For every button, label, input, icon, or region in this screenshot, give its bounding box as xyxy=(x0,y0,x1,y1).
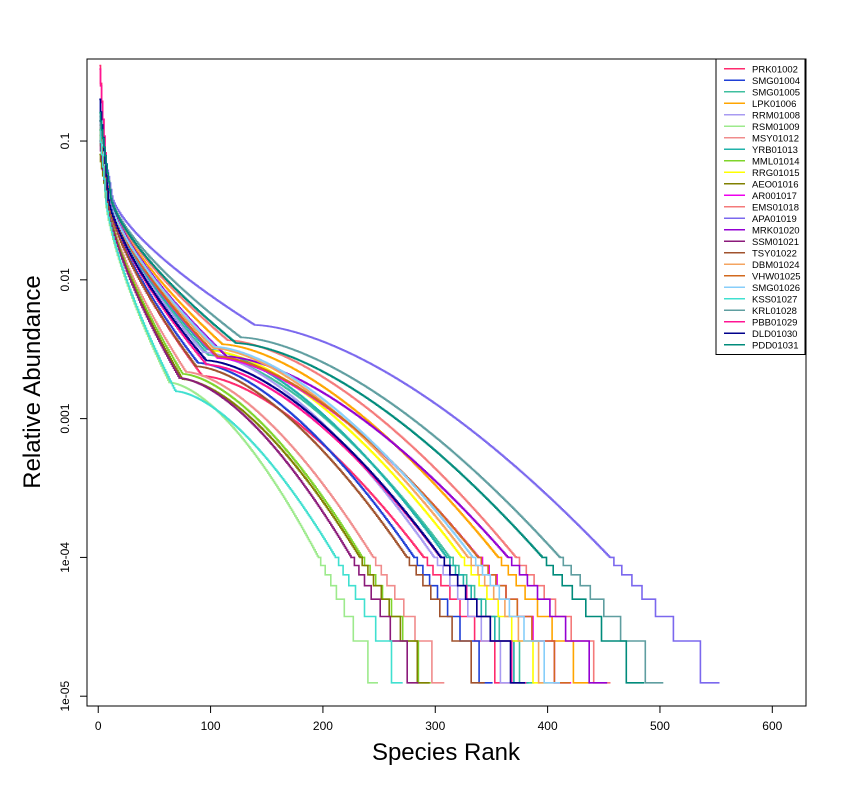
x-tick-label: 600 xyxy=(762,719,782,733)
x-tick-label: 0 xyxy=(95,719,102,733)
series-line-pbb01029 xyxy=(99,68,527,684)
legend-label: EMS01018 xyxy=(752,202,799,213)
x-tick-label: 200 xyxy=(313,719,333,733)
y-tick-label: 0.01 xyxy=(58,268,72,292)
series-line-ems01018 xyxy=(99,120,611,684)
series-line-krl01028 xyxy=(99,120,664,684)
legend-label: KSS01027 xyxy=(752,294,797,305)
y-axis: 1e-05 1e-04 0.001 0.01 0.1 xyxy=(58,132,87,712)
legend-label: APA01019 xyxy=(752,214,797,225)
series-line-tsy01022 xyxy=(99,129,485,684)
legend-label: DLD01030 xyxy=(752,329,797,340)
series-line-mml01014 xyxy=(99,134,431,684)
x-tick-label: 300 xyxy=(425,719,445,733)
x-axis-title: Species Rank xyxy=(372,739,521,766)
series-line-dld01030 xyxy=(99,98,526,684)
legend-label: RRM01008 xyxy=(752,110,800,121)
series-line-kss01027 xyxy=(99,129,403,684)
series-line-dbm01024 xyxy=(99,124,555,684)
legend-label: KRL01028 xyxy=(752,306,797,317)
legend-label: RSM01009 xyxy=(752,122,800,133)
legend-label: AR001017 xyxy=(752,191,797,202)
legend-label: SMG01004 xyxy=(752,76,800,87)
legend-label: TSY01022 xyxy=(752,248,797,259)
series-line-pdd01031 xyxy=(99,111,645,684)
series-line-mrk01020 xyxy=(99,120,608,684)
y-axis-title: Relative Abundance xyxy=(19,275,46,489)
series-line-lpk01006 xyxy=(99,115,591,684)
legend-label: LPK01006 xyxy=(752,99,796,110)
series-layer xyxy=(99,64,720,684)
legend-label: YRB01013 xyxy=(752,145,798,156)
series-line-yrb01013 xyxy=(99,120,529,684)
legend-label: VHW01025 xyxy=(752,271,801,282)
y-tick-label: 1e-04 xyxy=(58,542,72,573)
series-line-rrm01008 xyxy=(99,120,514,684)
legend-label: PRK01002 xyxy=(752,64,798,75)
series-line-smg01026 xyxy=(99,115,560,684)
series-line-apa01019 xyxy=(99,124,720,684)
series-line-vhw01025 xyxy=(99,129,571,684)
legend-label: MML01014 xyxy=(752,156,800,167)
legend-label: SSM01021 xyxy=(752,237,799,248)
series-line-msy01012 xyxy=(99,124,445,684)
legend-label: MRK01020 xyxy=(752,225,800,236)
legend-label: AEO01016 xyxy=(752,179,798,190)
x-tick-label: 400 xyxy=(538,719,558,733)
legend: PRK01002SMG01004SMG01005LPK01006RRM01008… xyxy=(715,58,806,355)
legend-label: SMG01026 xyxy=(752,283,800,294)
x-axis: 0 100 200 300 400 500 600 xyxy=(95,706,783,733)
legend-label: SMG01005 xyxy=(752,87,800,98)
series-line-ssm01021 xyxy=(99,140,419,684)
x-tick-label: 100 xyxy=(201,719,221,733)
y-tick-label: 0.001 xyxy=(58,403,72,433)
x-tick-label: 500 xyxy=(650,719,670,733)
legend-label: PBB01029 xyxy=(752,317,797,328)
plot-frame xyxy=(86,58,807,707)
legend-label: DBM01024 xyxy=(752,260,800,271)
y-tick-label: 0.1 xyxy=(58,132,72,149)
legend-label: RRG01015 xyxy=(752,168,800,179)
series-line-smg01004 xyxy=(99,98,493,684)
legend-label: MSY01012 xyxy=(752,133,799,144)
series-line-smg01005 xyxy=(99,111,535,684)
legend-label: PDD01031 xyxy=(752,340,798,351)
y-tick-label: 1e-05 xyxy=(58,681,72,712)
